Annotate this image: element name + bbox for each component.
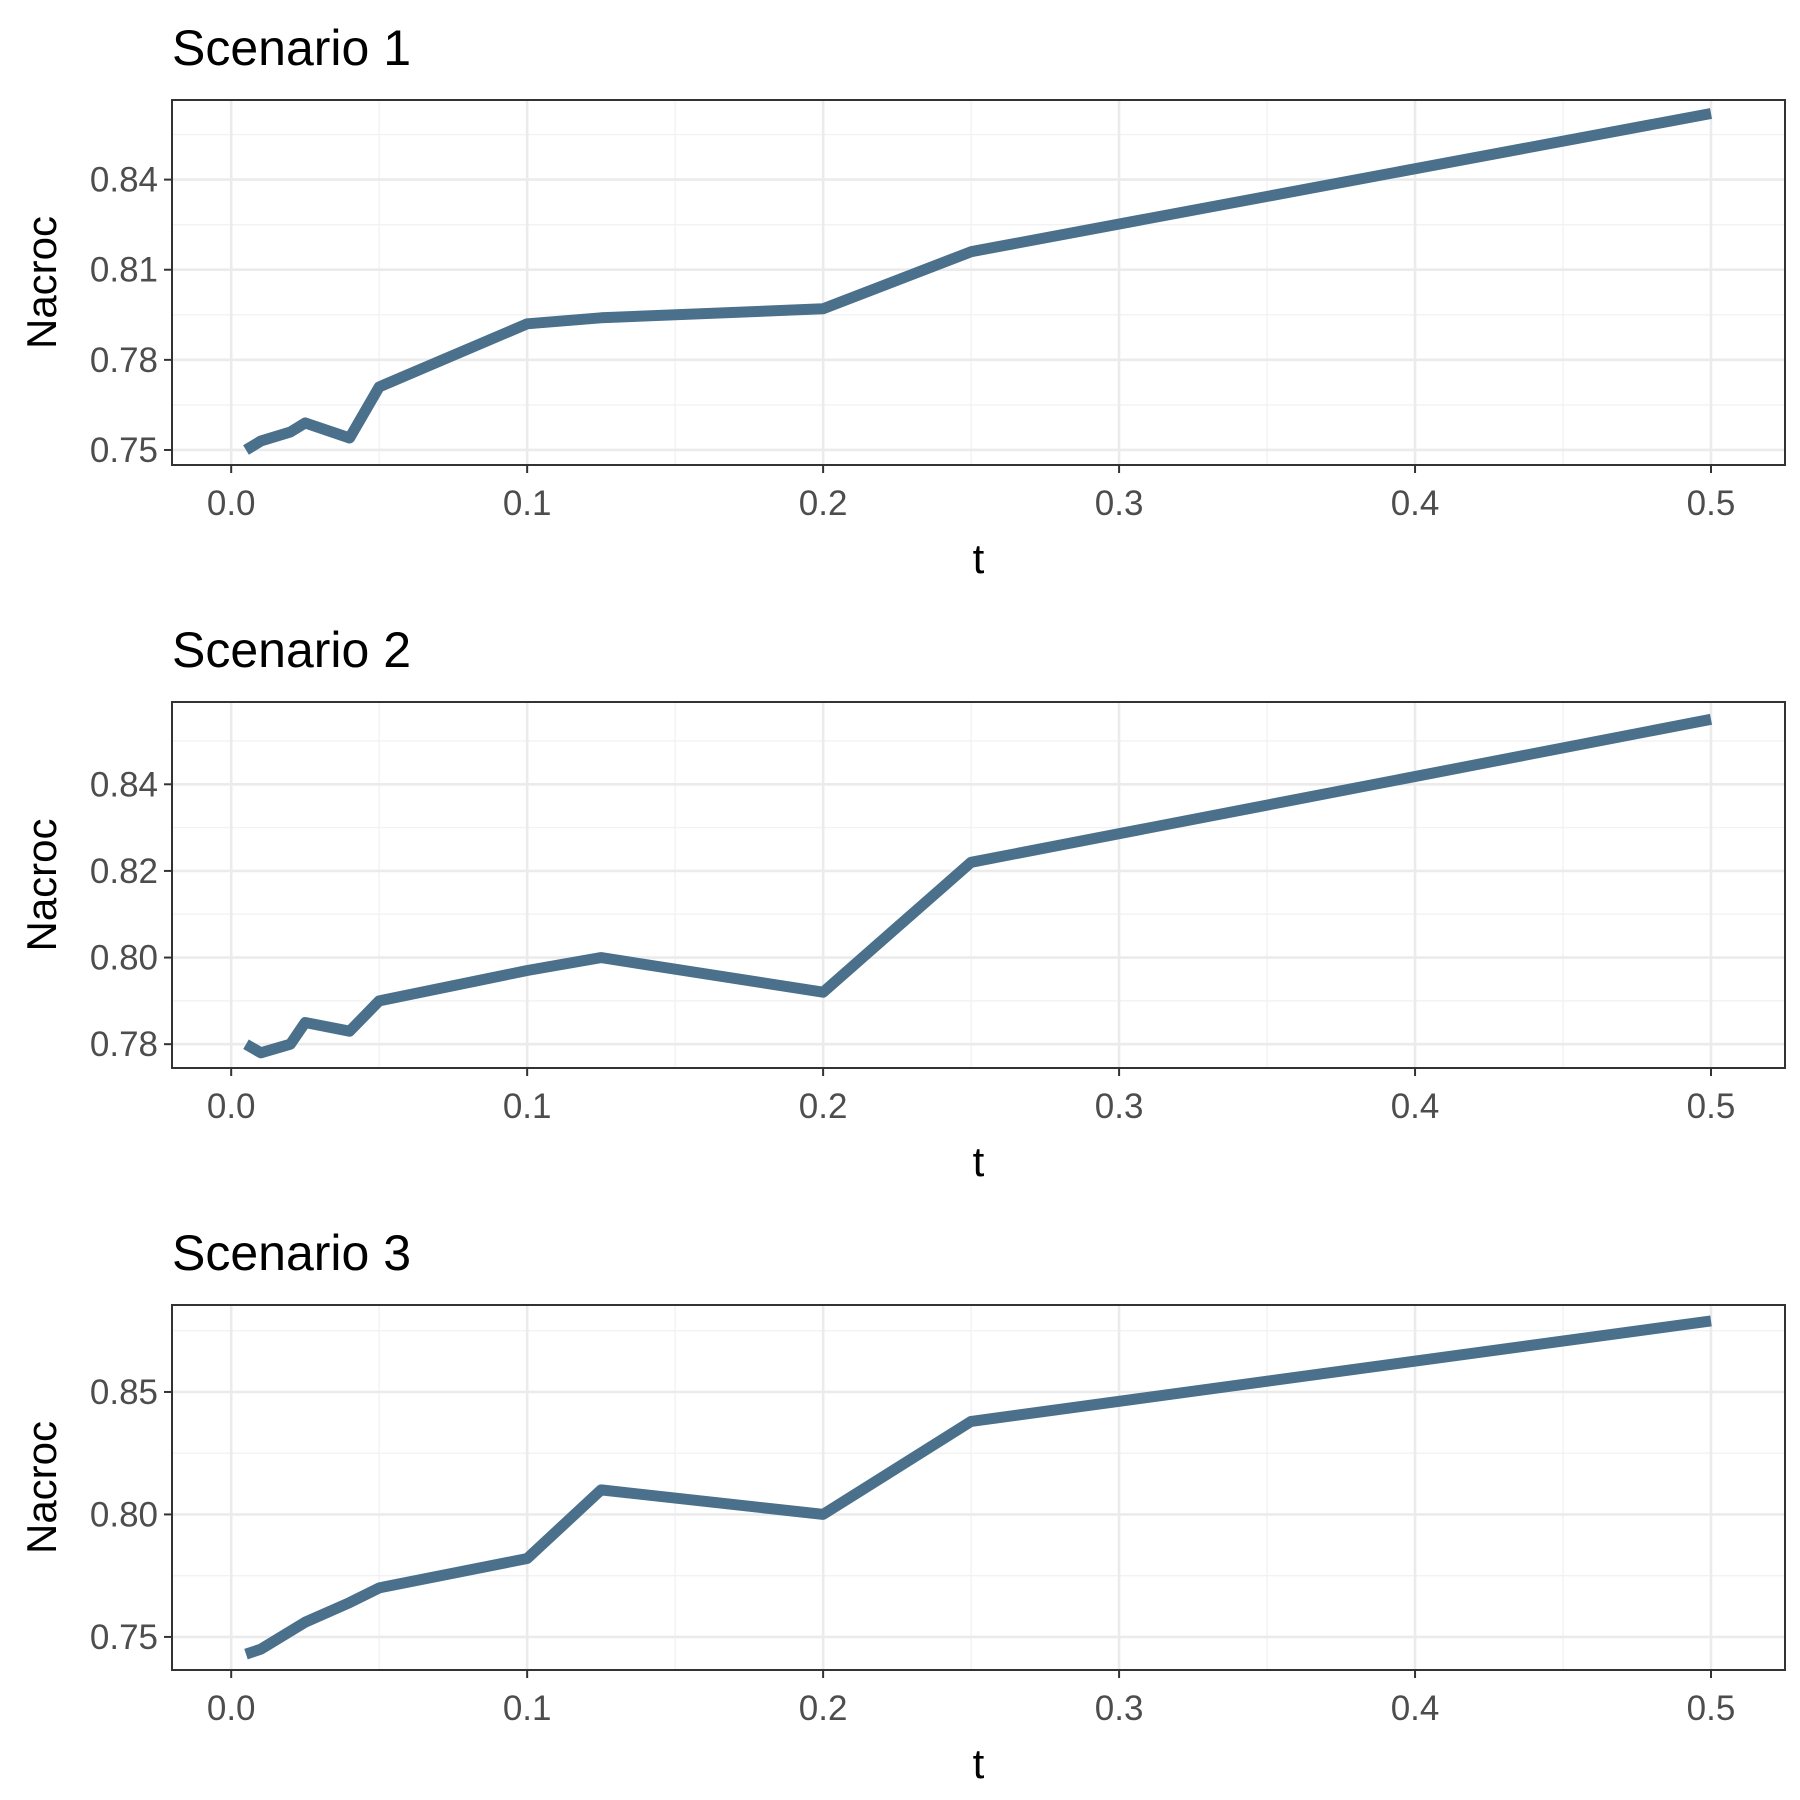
y-tick-label: 0.78 xyxy=(90,341,158,380)
x-tick-label: 0.3 xyxy=(1095,1689,1144,1728)
x-tick-label: 0.0 xyxy=(207,1087,256,1126)
x-tick-label: 0.5 xyxy=(1687,1689,1736,1728)
y-tick-label: 0.81 xyxy=(90,251,158,290)
y-tick-label: 0.84 xyxy=(90,765,158,804)
y-axis-title: Nacroc xyxy=(18,1421,65,1554)
panel-title: Scenario 3 xyxy=(172,1225,411,1281)
y-tick-label: 0.82 xyxy=(90,852,158,891)
y-axis-title: Nacroc xyxy=(18,818,65,951)
series-line xyxy=(243,108,1713,455)
series-line xyxy=(244,1315,1712,1660)
panel-2: 0.0 0.1 0.2 0.3 0.4 0.5 0.78 0.80 0.82 0.84 Scenar… xyxy=(18,622,1786,1185)
panel-title: Scenario 1 xyxy=(172,20,411,76)
x-tick-label: 0.0 xyxy=(207,1689,256,1728)
x-tick-label: 0.2 xyxy=(799,1087,848,1126)
series-line xyxy=(243,713,1713,1059)
x-tick-label: 0.1 xyxy=(503,484,552,523)
x-tick-label: 0.3 xyxy=(1095,484,1144,523)
x-tick-label: 0.1 xyxy=(503,1689,552,1728)
y-tick-label: 0.85 xyxy=(90,1373,158,1412)
y-tick-label: 0.78 xyxy=(90,1025,158,1064)
x-tick-label: 0.2 xyxy=(799,1689,848,1728)
y-axis-title: Nacroc xyxy=(18,216,65,349)
x-tick-label: 0.3 xyxy=(1095,1087,1144,1126)
panel-title: Scenario 2 xyxy=(172,622,411,678)
x-axis-title: t xyxy=(973,1740,985,1787)
x-axis-title: t xyxy=(973,1138,985,1185)
x-tick-label: 0.5 xyxy=(1687,1087,1736,1126)
panel-1: 0.0 0.1 0.2 0.3 0.4 0.5 0.75 0.78 0.81 0.84 Scenar… xyxy=(18,20,1786,582)
y-tick-label: 0.84 xyxy=(90,161,158,200)
y-tick-label: 0.80 xyxy=(90,939,158,978)
x-tick-label: 0.2 xyxy=(799,484,848,523)
x-tick-label: 0.4 xyxy=(1391,484,1440,523)
x-axis-title: t xyxy=(973,535,985,582)
x-tick-label: 0.0 xyxy=(207,484,256,523)
y-tick-label: 0.75 xyxy=(90,1618,158,1657)
panel-border xyxy=(171,1304,1786,1671)
panel-border xyxy=(171,701,1786,1069)
x-tick-label: 0.4 xyxy=(1391,1087,1440,1126)
y-tick-label: 0.75 xyxy=(90,431,158,470)
x-tick-label: 0.5 xyxy=(1687,484,1736,523)
panel-3: 0.0 0.1 0.2 0.3 0.4 0.5 0.75 0.80 0.85 Scenario 3… xyxy=(18,1225,1786,1787)
x-tick-label: 0.4 xyxy=(1391,1689,1440,1728)
x-tick-label: 0.1 xyxy=(503,1087,552,1126)
panel-border xyxy=(171,99,1786,466)
y-tick-label: 0.80 xyxy=(90,1495,158,1534)
